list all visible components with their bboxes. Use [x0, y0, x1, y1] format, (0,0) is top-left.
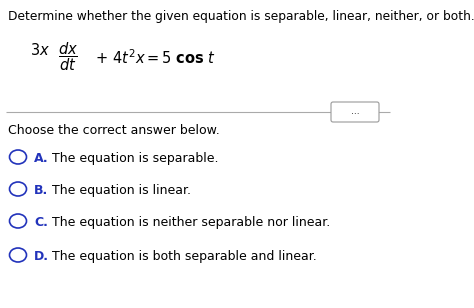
Text: Choose the correct answer below.: Choose the correct answer below. — [8, 124, 220, 137]
Text: $+ \ 4t^2x = 5 \ \mathbf{cos} \ t$: $+ \ 4t^2x = 5 \ \mathbf{cos} \ t$ — [95, 48, 216, 67]
Text: $\dfrac{dx}{dt}$: $\dfrac{dx}{dt}$ — [58, 40, 78, 73]
Text: $3x$: $3x$ — [30, 42, 50, 58]
Text: A.: A. — [34, 152, 49, 165]
Text: The equation is linear.: The equation is linear. — [52, 184, 191, 197]
Text: ...: ... — [351, 107, 359, 116]
FancyBboxPatch shape — [331, 102, 379, 122]
Text: C.: C. — [34, 216, 48, 229]
Text: The equation is separable.: The equation is separable. — [52, 152, 219, 165]
Text: B.: B. — [34, 184, 48, 197]
Text: D.: D. — [34, 250, 49, 263]
Text: Determine whether the given equation is separable, linear, neither, or both.: Determine whether the given equation is … — [8, 10, 474, 23]
Text: The equation is neither separable nor linear.: The equation is neither separable nor li… — [52, 216, 330, 229]
Text: The equation is both separable and linear.: The equation is both separable and linea… — [52, 250, 317, 263]
